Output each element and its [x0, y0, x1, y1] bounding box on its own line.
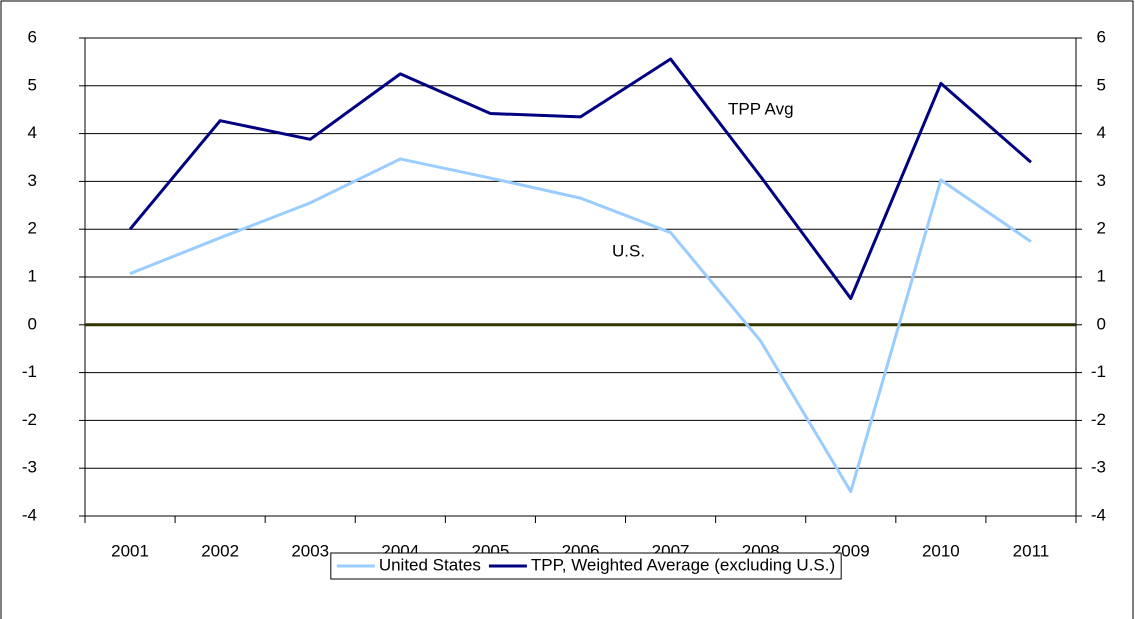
annotation: TPP Avg [728, 99, 794, 118]
legend-box [330, 552, 842, 580]
y-tick-label: -1 [22, 362, 37, 381]
y2-tick-label: -4 [1091, 505, 1106, 524]
y2-tick-label: 4 [1097, 123, 1106, 142]
series-line [128, 57, 1032, 301]
series-line [129, 157, 1032, 494]
y2-tick-label: 0 [1097, 314, 1106, 333]
y2-tick-label: 5 [1097, 75, 1106, 94]
y2-tick-label: -2 [1091, 410, 1106, 429]
y-tick-label: -3 [22, 458, 37, 477]
y-tick-label: 1 [28, 266, 37, 285]
x-tick-label: 2001 [111, 541, 149, 560]
annotation: U.S. [612, 241, 645, 260]
y-tick-label: 0 [28, 314, 37, 333]
x-tick-label: 2003 [291, 541, 329, 560]
y2-tick-label: -3 [1091, 458, 1106, 477]
x-tick-label: 2002 [201, 541, 239, 560]
y-tick-label: 2 [28, 219, 37, 238]
y2-tick-label: 2 [1097, 219, 1106, 238]
y-tick-label: 3 [28, 171, 37, 190]
y-tick-label: -4 [22, 505, 37, 524]
y-tick-label: 6 [28, 27, 37, 46]
y2-tick-label: 3 [1097, 171, 1106, 190]
y-tick-label: 4 [28, 123, 37, 142]
legend-label: TPP, Weighted Average (excluding U.S.) [531, 555, 835, 574]
y2-tick-label: -1 [1091, 362, 1106, 381]
x-tick-label: 2010 [922, 541, 960, 560]
y2-tick-label: 1 [1097, 266, 1106, 285]
y-tick-label: -2 [22, 410, 37, 429]
y-tick-label: 5 [28, 75, 37, 94]
x-tick-label: 2011 [1013, 541, 1050, 560]
legend-label: United States [379, 555, 481, 574]
y2-tick-label: 6 [1097, 27, 1106, 46]
